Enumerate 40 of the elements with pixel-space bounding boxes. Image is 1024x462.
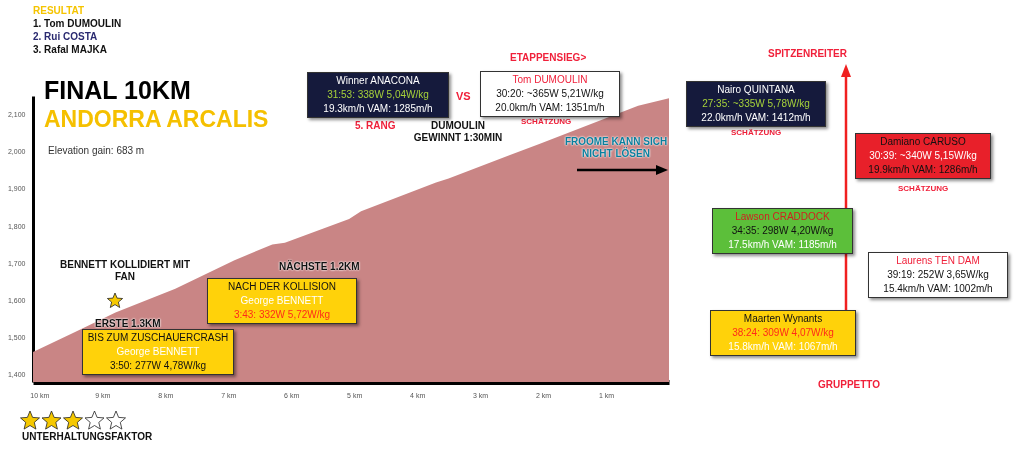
annotation: NACH DER KOLLISION: [227, 280, 337, 294]
annotation: 3:50: 277W 4,78W/kg: [108, 359, 208, 373]
annotation: NÄCHSTE 1.2KM: [279, 261, 360, 273]
annotation: George BENNETT: [239, 294, 325, 308]
annotation: George BENNETT: [115, 345, 201, 359]
annotation: ERSTE 1.3KM: [95, 318, 161, 330]
annotation: FROOME KANN SICH NICHT LÖSEN: [563, 136, 669, 159]
chart-title: FINAL 10KM: [44, 76, 191, 105]
text: ETAPPENSIEG>: [510, 52, 587, 64]
text: GRUPPETTO: [818, 379, 881, 391]
text: SCHÄTZUNG: [898, 184, 949, 194]
annotation: BENNETT KOLLIDIERT MIT FAN: [60, 259, 190, 282]
annotation: DUMOULIN GEWINNT 1:30MIN: [412, 120, 504, 143]
annotation: Elevation gain: 683 m: [48, 145, 145, 157]
text-box: Laurens TEN DAM 39:19: 252W 3,65W/kg 15.4km/h VAM: 1002m/h: [868, 252, 1008, 298]
annotation: SCHÄTZUNG: [521, 117, 572, 127]
text-box: Lawson CRADDOCK 34:35: 298W 4,20W/kg 17.5km/h VAM: 1185m/h: [712, 208, 853, 254]
annotation: 20.0km/h VAM: 1351m/h: [494, 101, 606, 115]
annotation: VS: [456, 90, 471, 103]
text-box: Damiano CARUSO 30:39: ~340W 5,15W/kg 19.9km/h VAM: 1286m/h: [855, 133, 991, 179]
text: SCHÄTZUNG: [731, 128, 782, 138]
chart-subtitle: ANDORRA ARCALIS: [44, 106, 269, 133]
text-box: Winner ANACONA 31:53: 338W 5,04W/kg 19.3km/h VAM: 1285m/h: [307, 72, 449, 118]
text-box: NACH DER KOLLISION George BENNETT 3:43: 332W 5,72W/kg: [207, 278, 357, 324]
annotation: 19.3km/h VAM: 1285m/h: [322, 102, 434, 116]
text: 1. Tom DUMOULIN: [33, 18, 122, 30]
annotation: 30:20: ~365W 5,21W/kg: [495, 87, 605, 101]
text: SPITZENREITER: [768, 48, 847, 60]
annotation: BIS ZUM ZUSCHAUERCRASH: [87, 331, 229, 345]
text-box: BIS ZUM ZUSCHAUERCRASH George BENNETT 3:50: 277W 4,78W/kg: [82, 329, 234, 375]
annotation: 5. RANG: [355, 120, 396, 132]
text-box: Tom DUMOULIN 30:20: ~365W 5,21W/kg 20.0km/h VAM: 1351m/h: [480, 71, 620, 117]
text-box: Nairo QUINTANA 27:35: ~335W 5,78W/kg 22.0km/h VAM: 1412m/h: [686, 81, 826, 127]
annotation: 31:53: 338W 5,04W/kg: [326, 88, 430, 102]
text: 3. Rafal MAJKA: [33, 44, 107, 56]
text-box: Maarten Wynants 38:24: 309W 4,07W/kg 15.8km/h VAM: 1067m/h: [710, 310, 856, 356]
annotation: 3:43: 332W 5,72W/kg: [232, 308, 332, 322]
text: UNTERHALTUNGSFAKTOR: [22, 431, 153, 443]
text: RESULTAT: [33, 5, 85, 17]
text: 2. Rui COSTA: [33, 31, 98, 43]
